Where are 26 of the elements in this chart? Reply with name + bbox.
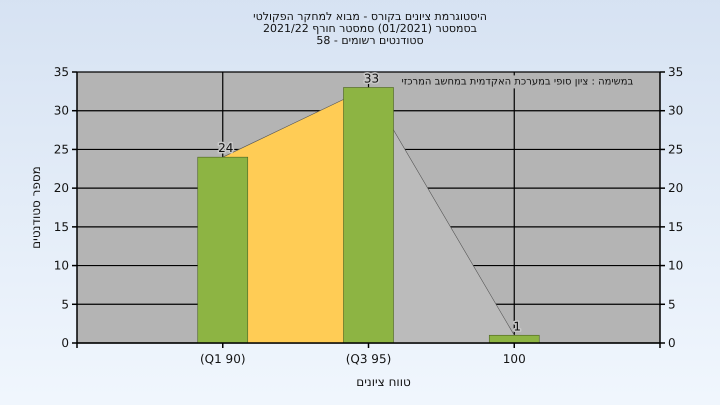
bar [488,334,540,344]
annotation: במשימה : ציון סופי במערכת האקדמית במחשב המרכזי [402,76,634,88]
y-tick-label: 20 [54,181,69,196]
y-tick-label: 10 [54,258,69,273]
y-tick-label: 25 [54,142,69,156]
y-tick-label: 5 [61,297,69,312]
chart-subtitle: בסמסטר (01/2021) סמסטר חורף 2021/22 [263,22,477,35]
y-axis-title: מספר סטודנטים [29,166,43,249]
y2-tick-label: 10 [668,258,684,273]
x-tick-label: (Q1 90) [200,352,246,366]
y2-tick-label: 35 [668,65,684,79]
y2-tick-label: 25 [668,142,684,156]
x-tick-label: (Q3 95) [346,352,392,366]
y-tick-label: 15 [54,220,69,234]
x-axis-title: טווח ציונים [356,375,411,389]
y2-tick-label: 5 [668,297,676,312]
chart-title: היסטוגרמת ציונים בקורס - מבוא למחקר הפקולטי [253,10,487,23]
y-tick-label: 0 [61,336,69,350]
x-tick-label: 100 [502,352,526,366]
y2-tick-label: 20 [668,181,684,196]
y2-tick-label: 15 [668,220,684,234]
y2-tick-label: 30 [668,104,684,118]
text: סטודנטים רשומים - 58 [316,34,424,47]
y2-tick-label: 0 [668,336,676,350]
y-tick-label: 35 [54,65,69,79]
y-tick-label: 30 [54,104,69,118]
